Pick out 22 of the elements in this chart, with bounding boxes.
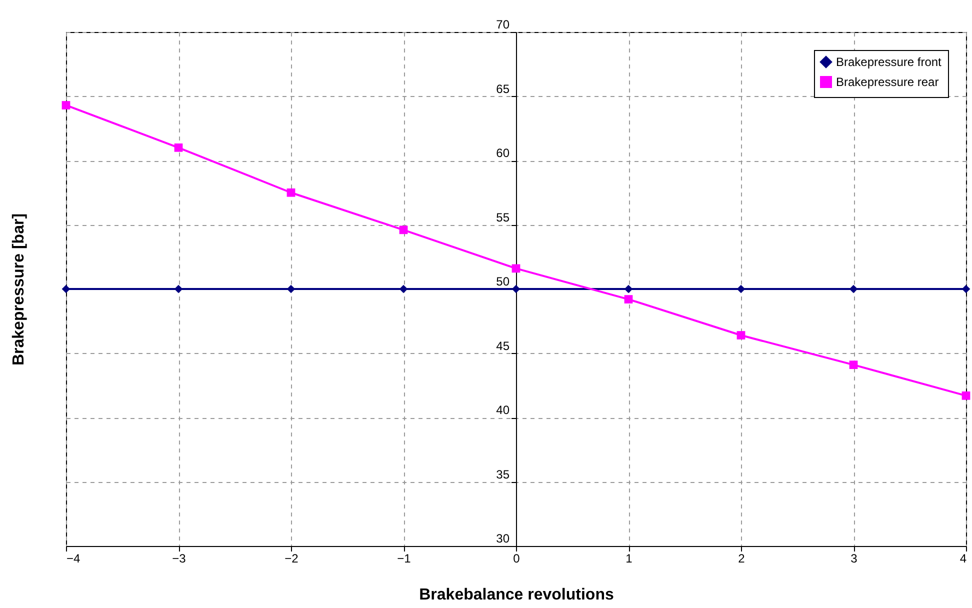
y-tick-label: 70 xyxy=(496,18,510,32)
x-tick-label: 0 xyxy=(513,552,520,566)
x-tick-label: −3 xyxy=(172,552,186,566)
x-tick-label: −4 xyxy=(66,552,81,566)
y-axis-title: Brakepressure [bar] xyxy=(10,213,28,366)
y-tick-label: 40 xyxy=(496,403,510,417)
x-tick-label: 2 xyxy=(738,552,746,566)
x-tick-label: −1 xyxy=(397,552,412,566)
y-tick-label: 50 xyxy=(496,274,510,288)
y-tick-label: 30 xyxy=(496,532,510,546)
x-tick-label: 3 xyxy=(850,552,858,566)
x-tick-label: 4 xyxy=(960,552,967,566)
y-tick-label: 45 xyxy=(496,338,510,353)
y-tick-label: 55 xyxy=(496,210,510,224)
y-tick-label: 65 xyxy=(496,82,510,96)
x-tick-label: 1 xyxy=(626,552,633,566)
y-tick-label: 35 xyxy=(496,467,510,482)
x-axis-title: Brakebalance revolutions xyxy=(419,586,614,604)
y-tick-label: 60 xyxy=(496,146,510,160)
legend-label: Brakepressure rear xyxy=(836,75,939,89)
legend-label: Brakepressure front xyxy=(836,55,942,69)
x-tick-label: −2 xyxy=(284,552,299,566)
